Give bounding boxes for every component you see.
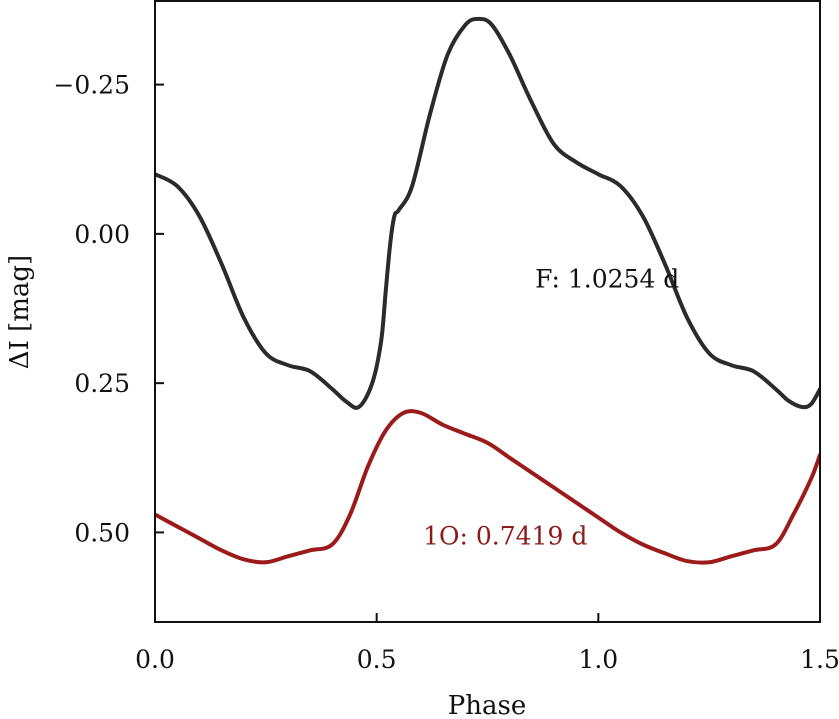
series-annotation-0: F: 1.0254 d	[535, 265, 679, 294]
x-tick-label: 1.5	[800, 645, 839, 674]
x-axis-label: Phase	[448, 691, 526, 719]
series-line-0	[155, 16, 820, 410]
series-line-1	[155, 409, 820, 565]
y-tick-label: 0.25	[74, 369, 130, 398]
annotations: F: 1.0254 d 1O: 0.7419 d	[423, 265, 679, 551]
x-tick-label: 0.0	[135, 645, 175, 674]
y-axis: −0.25 0.00 0.25 0.50	[53, 71, 164, 547]
series-annotation-1: 1O: 0.7419 d	[423, 521, 587, 550]
y-tick-label: 0.00	[74, 220, 130, 249]
x-tick-label: 1.0	[578, 645, 618, 674]
y-tick-label: −0.25	[53, 71, 130, 100]
series-layer	[155, 16, 820, 565]
x-axis: 0.0 0.5 1.0 1.5	[135, 613, 839, 674]
y-axis-label: ΔI [mag]	[5, 255, 35, 369]
x-tick-label: 0.5	[357, 645, 397, 674]
y-tick-label: 0.50	[74, 518, 130, 547]
plot-frame	[154, 0, 821, 623]
